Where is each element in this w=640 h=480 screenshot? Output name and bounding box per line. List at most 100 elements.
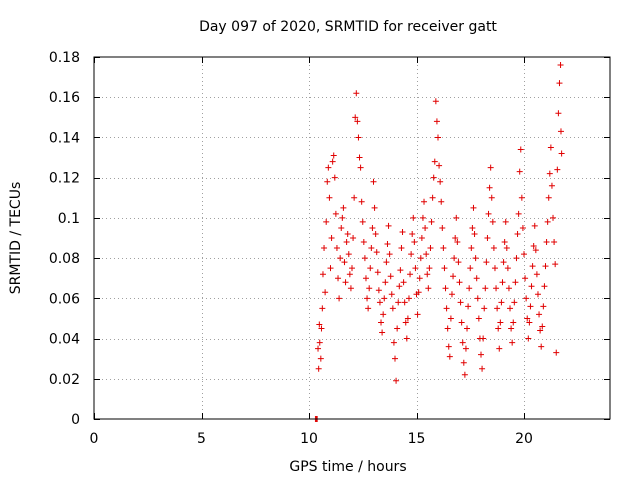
data-point bbox=[396, 283, 403, 290]
data-point bbox=[518, 194, 525, 201]
data-point bbox=[460, 359, 467, 366]
data-point bbox=[516, 168, 523, 175]
data-point bbox=[374, 269, 381, 276]
data-point bbox=[380, 311, 387, 318]
data-point bbox=[468, 245, 475, 252]
y-tick-label: 0.1 bbox=[58, 211, 80, 227]
data-point bbox=[324, 178, 331, 185]
data-point bbox=[360, 239, 367, 246]
data-point bbox=[452, 235, 459, 241]
data-point bbox=[502, 218, 509, 225]
data-point bbox=[401, 299, 408, 306]
data-point bbox=[558, 150, 565, 157]
data-point bbox=[482, 285, 489, 292]
data-point bbox=[418, 235, 425, 241]
data-point bbox=[491, 265, 498, 272]
data-point bbox=[355, 134, 362, 141]
data-point bbox=[485, 210, 492, 217]
data-point bbox=[332, 210, 339, 217]
data-point bbox=[551, 239, 558, 246]
data-point bbox=[427, 245, 434, 252]
data-point bbox=[538, 343, 545, 350]
data-point bbox=[533, 271, 540, 278]
data-point bbox=[368, 245, 375, 252]
data-point bbox=[327, 265, 334, 272]
data-point bbox=[437, 178, 444, 185]
data-point bbox=[414, 311, 421, 318]
data-point bbox=[494, 305, 501, 312]
data-point bbox=[472, 255, 479, 262]
data-point bbox=[514, 230, 521, 237]
data-point bbox=[319, 305, 326, 312]
data-point bbox=[484, 235, 491, 241]
data-point bbox=[352, 114, 359, 121]
data-point bbox=[436, 162, 443, 169]
data-point bbox=[439, 224, 446, 231]
data-point bbox=[496, 345, 503, 352]
data-point bbox=[517, 146, 524, 153]
data-point bbox=[545, 194, 552, 201]
data-point bbox=[469, 224, 476, 231]
data-point bbox=[464, 325, 471, 332]
data-point bbox=[315, 365, 322, 372]
data-point bbox=[539, 323, 546, 330]
data-point bbox=[376, 299, 383, 306]
data-point bbox=[399, 228, 406, 235]
data-point bbox=[340, 204, 347, 211]
data-point bbox=[383, 259, 390, 266]
data-point bbox=[503, 245, 510, 252]
data-point bbox=[555, 110, 562, 117]
y-tick-label: 0 bbox=[71, 412, 80, 428]
data-point bbox=[435, 134, 441, 141]
data-point bbox=[347, 285, 354, 292]
data-point bbox=[515, 210, 522, 217]
data-point bbox=[316, 339, 323, 346]
data-point bbox=[349, 265, 355, 272]
data-point bbox=[330, 152, 337, 159]
data-point bbox=[548, 182, 555, 189]
data-point bbox=[529, 263, 536, 270]
data-point bbox=[375, 287, 382, 294]
data-point bbox=[541, 283, 548, 290]
data-point bbox=[365, 305, 372, 312]
axis-ticks bbox=[94, 57, 610, 420]
data-point bbox=[552, 261, 559, 268]
data-point bbox=[509, 339, 516, 346]
data-point bbox=[557, 128, 564, 135]
data-point bbox=[407, 271, 414, 278]
data-point bbox=[466, 285, 473, 292]
x-tick-label: 5 bbox=[197, 431, 206, 447]
data-point bbox=[458, 319, 465, 326]
data-point bbox=[321, 245, 328, 252]
data-point bbox=[318, 325, 325, 332]
data-point bbox=[370, 178, 377, 185]
data-point bbox=[554, 166, 561, 173]
data-point bbox=[448, 291, 455, 298]
data-point bbox=[386, 251, 393, 258]
data-point bbox=[474, 295, 481, 302]
tick-labels: 0 5 10 15 20 0 0.02 0.04 0.06 0.08 0.1 0.12 0.14 0.16… bbox=[49, 50, 533, 447]
data-point bbox=[400, 279, 407, 286]
data-point bbox=[456, 279, 463, 286]
data-point bbox=[354, 118, 361, 125]
data-point bbox=[422, 224, 429, 231]
data-point bbox=[335, 275, 342, 282]
data-point bbox=[382, 279, 389, 286]
data-point bbox=[329, 158, 336, 165]
data-point bbox=[450, 273, 457, 280]
data-point bbox=[454, 239, 461, 246]
data-point bbox=[402, 319, 409, 326]
data-point bbox=[542, 263, 549, 270]
data-point bbox=[462, 345, 469, 352]
data-point bbox=[473, 275, 480, 282]
data-point bbox=[364, 295, 371, 302]
data-point bbox=[322, 289, 329, 296]
data-point bbox=[457, 299, 464, 306]
data-point bbox=[357, 164, 364, 171]
x-tick-label: 20 bbox=[515, 431, 533, 447]
data-point bbox=[394, 325, 401, 332]
data-point bbox=[445, 343, 452, 350]
data-point bbox=[490, 245, 497, 252]
data-point bbox=[381, 295, 388, 302]
